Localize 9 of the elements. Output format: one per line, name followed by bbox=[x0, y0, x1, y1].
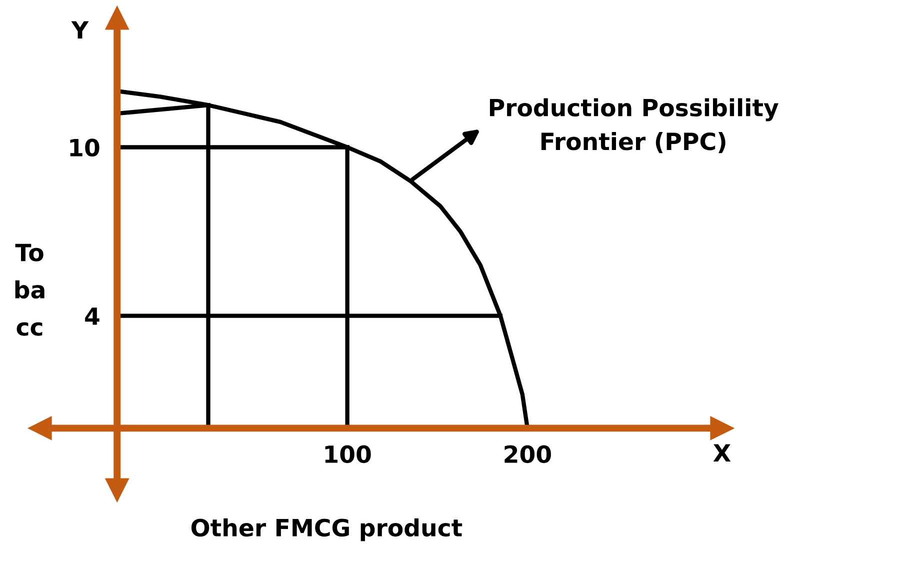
annotation: Production Possibility Frontier (PPC) bbox=[490, 98, 778, 154]
annotation: X bbox=[713, 444, 731, 462]
x-tick-label: 200 bbox=[504, 445, 551, 464]
x-tick-label: 100 bbox=[325, 445, 371, 464]
x-axis-title: Other FMCG product bbox=[191, 518, 462, 542]
y-axis-title: To ba cc bbox=[15, 244, 44, 336]
y-tick-label: 10 bbox=[70, 138, 100, 157]
y-tick-label: 4 bbox=[85, 308, 100, 325]
annotation: Y bbox=[71, 21, 89, 39]
